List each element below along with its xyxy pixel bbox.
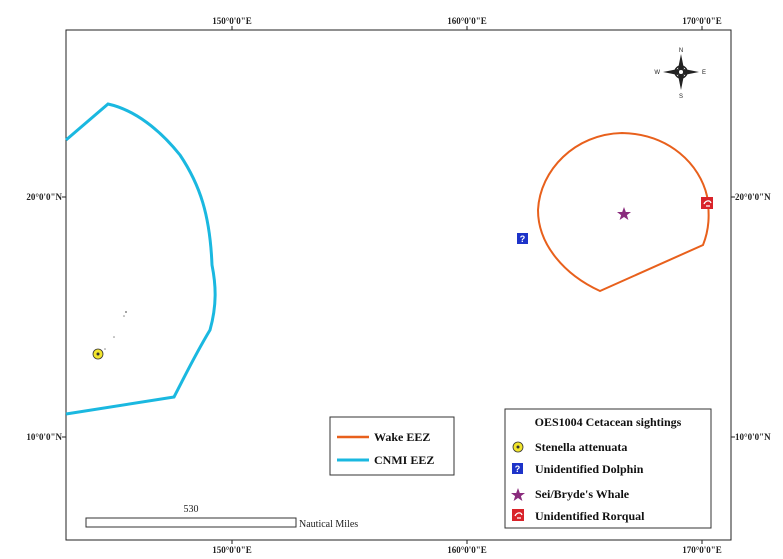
dolphin-legend-label: Unidentified Dolphin [535, 462, 644, 476]
whale-sighting-marker [617, 207, 631, 220]
left-lat-label-20: 20°0'0"N [26, 192, 62, 202]
bottom-lon-label-170: 170°0'0"E [682, 545, 722, 555]
cnmi-eez-boundary [65, 102, 217, 416]
compass-east-label: E [702, 70, 706, 76]
dolphin-sighting-marker: ? [517, 233, 528, 244]
top-lon-label-150: 150°0'0"E [212, 16, 252, 26]
rorqual-sighting-marker [701, 197, 713, 209]
compass-rose: N S E W [654, 48, 706, 100]
compass-north-label: N [679, 48, 683, 54]
scale-bar: 530 Nautical Miles [85, 504, 358, 530]
top-lon-label-160: 160°0'0"E [447, 16, 487, 26]
svg-text:?: ? [520, 234, 526, 244]
compass-west-label: W [654, 70, 660, 76]
bottom-lon-label-160: 160°0'0"E [447, 545, 487, 555]
yellow-circle-icon [512, 441, 524, 453]
whale-legend-label: Sei/Bryde's Whale [535, 487, 630, 501]
stenella-sighting-marker [92, 348, 104, 360]
rorqual-legend-label: Unidentified Rorqual [535, 509, 645, 523]
cnmi-islands [104, 311, 127, 350]
scale-bar-value: 530 [184, 504, 199, 515]
bottom-lon-label-150: 150°0'0"E [212, 545, 252, 555]
wake-eez-legend-label: Wake EEZ [374, 430, 430, 444]
cnmi-eez-legend-label: CNMI EEZ [374, 453, 434, 467]
right-lat-label-10: 10°0'0"N [735, 432, 771, 442]
sightings-legend-title: OES1004 Cetacean sightings [535, 415, 682, 429]
star-icon [511, 488, 525, 501]
left-lat-label-10: 10°0'0"N [26, 432, 62, 442]
question-square-icon: ? [512, 463, 523, 474]
stenella-legend-label: Stenella attenuata [535, 440, 627, 454]
scale-bar-unit: Nautical Miles [299, 519, 358, 530]
boundary-legend: Wake EEZ CNMI EEZ [329, 416, 455, 476]
svg-text:?: ? [515, 464, 521, 474]
top-lon-label-170: 170°0'0"E [682, 16, 722, 26]
right-lat-label-20: 20°0'0"N [735, 192, 771, 202]
compass-south-label: S [679, 94, 683, 100]
sightings-legend: OES1004 Cetacean sightings Stenella atte… [504, 408, 712, 529]
whale-square-icon [512, 509, 524, 521]
